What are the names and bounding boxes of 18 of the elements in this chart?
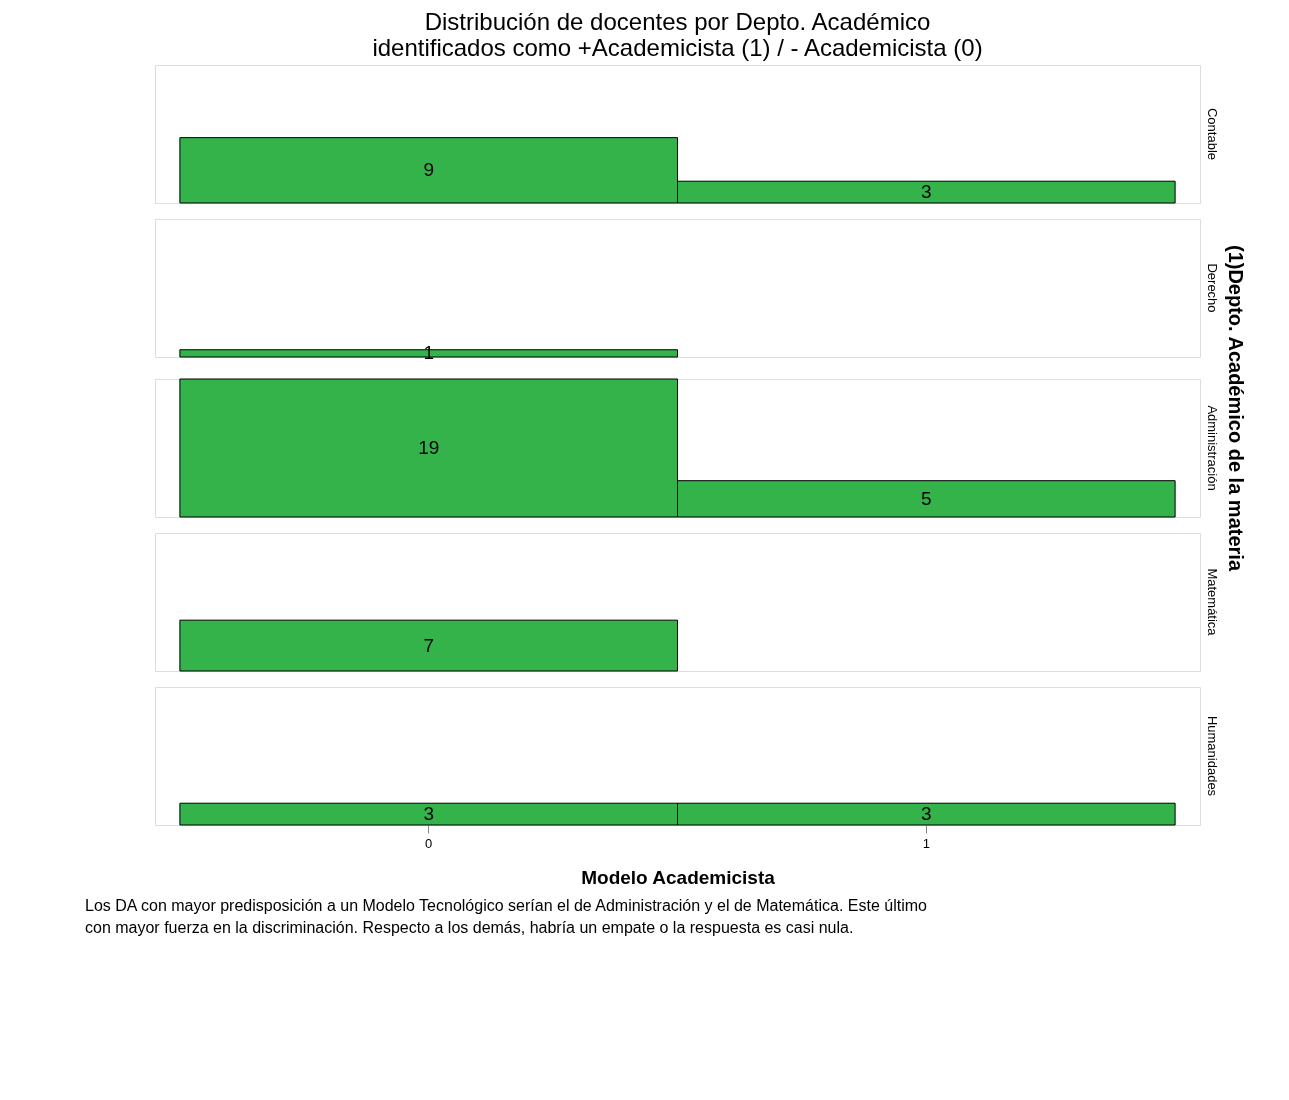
data-label: 3 (921, 181, 932, 203)
x-axis-title: Modelo Academicista (581, 866, 776, 888)
data-label: 5 (921, 487, 932, 509)
data-label: 9 (423, 159, 434, 181)
text: Distribución de docentes por Depto. Académico (424, 8, 931, 35)
text: identificados como +Academicista (1) / - Academicista (0) (372, 34, 983, 61)
data-label: 3 (921, 803, 932, 825)
x-tick-label: 0 (425, 835, 433, 851)
data-label: 3 (423, 803, 434, 825)
y2-axis-title: Humanidades (1205, 715, 1220, 797)
text: Los DA con mayor predisposición a un Modelo Tecnológico serían el de Administración y el de Matemática. Este último con mayor fuerza en la discriminación. Respecto a los demás, habría un empate o la respuesta es casi nula. (85, 897, 928, 936)
y2-axis-title: Matemática (1205, 568, 1220, 637)
data-label: 19 (418, 437, 440, 458)
y2-axis-title: Administración (1205, 405, 1220, 491)
y2-axis-title: Contable (1205, 107, 1220, 161)
data-label: 7 (423, 634, 434, 656)
text: (1)Depto. Académico de la materia (1225, 244, 1247, 572)
y2-axis-title: Derecho (1205, 263, 1220, 313)
